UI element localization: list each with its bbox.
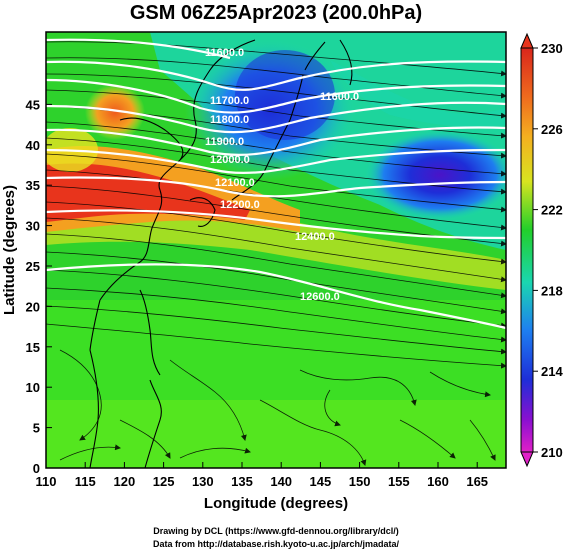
axis-ticks	[45, 103, 478, 469]
credit-data: Data from http://database.rish.kyoto-u.a…	[153, 539, 400, 549]
x-tick-label: 165	[466, 474, 488, 489]
y-tick-label: 35	[26, 178, 40, 193]
colorbar-label: 214	[541, 364, 563, 379]
contour-label-4: 11800.0	[210, 114, 249, 126]
x-tick-label: 155	[388, 474, 410, 489]
x-tick-label: 135	[231, 474, 253, 489]
colorbar-label: 226	[541, 122, 563, 137]
y-axis-label: Latitude (degrees)	[1, 185, 18, 315]
x-tick-label: 125	[153, 474, 175, 489]
coastline	[89, 39, 353, 468]
contour-label-5: 11900.0	[205, 136, 244, 148]
contour-label-1: 11600.0	[205, 47, 244, 59]
y-tick-label: 45	[26, 97, 40, 112]
y-tick-labels: 0 5 10 15 20 25 30 35 40 45	[26, 97, 40, 476]
contour-label-9: 12400.0	[295, 231, 335, 243]
contour-label-2: 11600.0	[320, 91, 359, 103]
equatorial-band	[46, 400, 506, 468]
y-tick-label: 20	[26, 299, 40, 314]
colorbar-label: 210	[541, 445, 563, 460]
colorbar-label: 222	[541, 203, 563, 218]
y-tick-label: 40	[26, 138, 40, 153]
contour-label-6: 12000.0	[210, 154, 250, 166]
y-tick-label: 5	[33, 421, 40, 436]
x-tick-label: 145	[310, 474, 332, 489]
credit-drawing: Drawing by DCL (https://www.gfd-dennou.o…	[153, 526, 399, 536]
contour-label-7: 12100.0	[215, 177, 255, 189]
x-tick-label: 115	[75, 474, 96, 489]
x-axis-label: Longitude (degrees)	[204, 495, 348, 512]
contour-label-8: 12200.0	[220, 199, 260, 211]
y-tick-label: 10	[26, 380, 40, 395]
y-tick-label: 15	[26, 340, 40, 355]
y-tick-label: 30	[26, 219, 40, 234]
contour-label-10: 12600.0	[300, 291, 340, 303]
x-tick-label: 110	[36, 474, 57, 489]
colorbar: 230 226 222 218 214 210	[520, 32, 563, 468]
plot-frame	[45, 31, 507, 469]
x-tick-label: 140	[270, 474, 292, 489]
x-tick-label: 120	[114, 474, 136, 489]
contour-label-3: 11700.0	[210, 95, 249, 107]
colorbar-max-arrow	[520, 32, 534, 49]
x-tick-label: 130	[192, 474, 214, 489]
plot-area: 11600.0 11600.0 11700.0 11800.0 11900.0 …	[46, 32, 506, 468]
colorbar-min-arrow	[520, 451, 534, 468]
jet-wedge	[330, 60, 506, 127]
x-tick-label: 150	[349, 474, 371, 489]
x-tick-labels: 110 115 120 125 130 135 140 145 150 155 …	[36, 474, 489, 489]
map-title: GSM 06Z25Apr2023 (200.0hPa)	[130, 2, 422, 24]
colorbar-label: 230	[541, 41, 563, 56]
colorbar-gradient	[520, 47, 534, 453]
y-tick-label: 25	[26, 259, 40, 274]
x-tick-label: 160	[427, 474, 449, 489]
cold-cell-east	[365, 130, 506, 220]
yellow-belt	[46, 199, 506, 290]
y-tick-label: 0	[33, 461, 40, 476]
colorbar-label: 218	[541, 283, 563, 298]
height-contours	[46, 38, 506, 330]
